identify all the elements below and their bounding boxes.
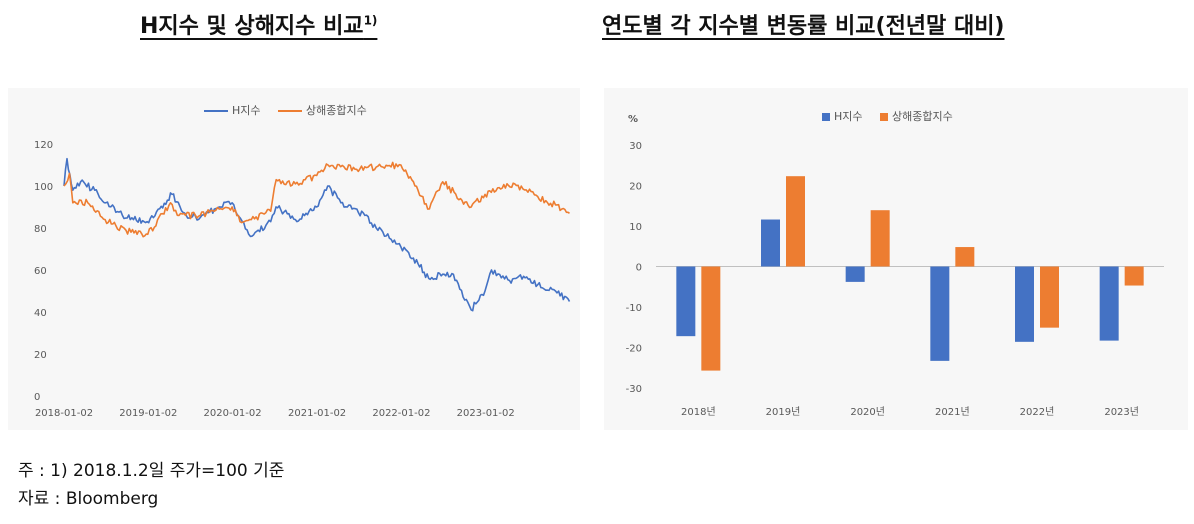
legend-item-h-index: H지수 — [204, 104, 261, 117]
y-tick-label: -20 — [626, 344, 642, 355]
y-tick-label: 0 — [34, 392, 40, 403]
title-footnote-marker: 1) — [363, 13, 378, 28]
footnote: 주 : 1) 2018.1.2일 주가=100 기준 — [18, 461, 285, 481]
source-note: 자료 : Bloomberg — [18, 489, 159, 509]
left-chart-title: H지수 및 상해지수 비교1) — [140, 8, 377, 40]
x-tick-label: 2019-01-02 — [119, 408, 177, 419]
legend-swatch-h-index — [204, 110, 228, 112]
series-line-h-index — [63, 157, 571, 312]
x-tick-label: 2022년 — [1020, 406, 1055, 418]
bar-h-index — [1015, 266, 1034, 342]
y-tick-label: 60 — [34, 266, 47, 277]
legend-swatch-h-index-bar — [822, 113, 830, 121]
x-tick-label: 2022-01-02 — [372, 408, 430, 419]
bar-shanghai — [701, 266, 721, 371]
x-tick-label: 2019년 — [766, 406, 801, 418]
line-chart-svg: 0 20 40 60 80 100 120 2018-01-02 2019-01-02 2020-… — [34, 140, 571, 419]
y-tick-label: 80 — [34, 224, 47, 235]
y-tick-label: -10 — [626, 303, 642, 314]
bar-shanghai — [1124, 266, 1144, 286]
bar-chart-legend: H지수 상해종합지수 — [822, 108, 967, 124]
x-tick-label: 2023-01-02 — [457, 408, 515, 419]
x-tick-label: 2021년 — [935, 406, 970, 418]
bar-h-index — [845, 266, 865, 282]
right-chart-title: 연도별 각 지수별 변동률 비교(전년말 대비) — [602, 8, 1005, 40]
legend-item-h-index-bar: H지수 — [822, 110, 863, 123]
legend-swatch-shanghai-bar — [880, 113, 889, 121]
bar-h-index — [676, 266, 696, 337]
bar-h-index — [1099, 266, 1119, 341]
left-chart-title-text: H지수 및 상해지수 비교 — [140, 14, 364, 39]
y-tick-label: 20 — [629, 182, 642, 193]
y-tick-label: 10 — [629, 222, 642, 233]
bar-chart-panel: H지수 상해종합지수 % 30 20 10 0 -10 -20 -30 2018년 2019년 20… — [604, 88, 1188, 430]
y-tick-label: 0 — [636, 263, 642, 274]
legend-swatch-shanghai — [278, 110, 303, 112]
bar-h-index — [761, 219, 780, 267]
legend-label-shanghai-bar: 상해종합지수 — [892, 110, 953, 123]
y-axis-unit: % — [628, 114, 638, 125]
legend-label-shanghai: 상해종합지수 — [306, 104, 367, 117]
series-line-shanghai — [63, 161, 570, 238]
bar-h-index — [930, 266, 950, 361]
bar-shanghai — [1040, 266, 1059, 328]
x-tick-label: 2020년 — [850, 406, 885, 418]
x-tick-label: 2018년 — [681, 406, 716, 418]
y-tick-label: 100 — [34, 182, 53, 193]
bar-shanghai — [786, 176, 805, 267]
right-chart-title-text: 연도별 각 지수별 변동률 비교(전년말 대비) — [602, 14, 1005, 39]
line-chart-legend: H지수 상해종합지수 — [204, 102, 381, 118]
y-tick-label: -30 — [626, 384, 642, 395]
x-tick-label: 2020-01-02 — [204, 408, 262, 419]
legend-label-h-index: H지수 — [232, 104, 261, 117]
line-chart-panel: H지수 상해종합지수 0 20 40 60 80 100 120 2018-01-02 2019… — [8, 88, 580, 430]
legend-item-shanghai: 상해종합지수 — [278, 104, 367, 117]
y-tick-label: 40 — [34, 308, 47, 319]
bar-shanghai — [955, 247, 975, 267]
bar-chart-svg: % 30 20 10 0 -10 -20 -30 2018년 2019년 2020년 2021년 202… — [626, 114, 1164, 418]
legend-label-h-index-bar: H지수 — [834, 110, 863, 123]
y-tick-label: 20 — [34, 350, 47, 361]
y-tick-label: 120 — [34, 140, 53, 151]
x-tick-label: 2018-01-02 — [35, 408, 93, 419]
x-tick-label: 2023년 — [1104, 406, 1139, 418]
x-tick-label: 2021-01-02 — [288, 408, 346, 419]
bar-shanghai — [870, 210, 890, 267]
legend-item-shanghai-bar: 상해종합지수 — [880, 110, 953, 123]
y-tick-label: 30 — [629, 141, 642, 152]
